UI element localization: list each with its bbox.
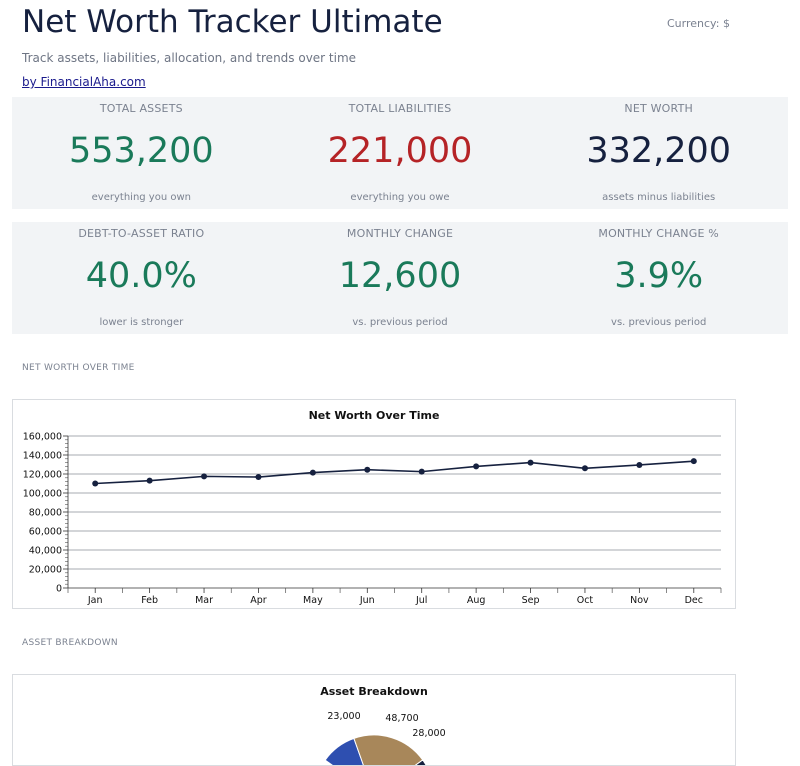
card-total-liabilities: TOTAL LIABILITIES 221,000 everything you… [271,97,530,209]
y-tick-label: 40,000 [29,546,62,557]
pie-slice-label: 28,000 [412,728,445,739]
series-line [95,460,694,485]
card-value: 40.0% [85,256,197,296]
card-label: TOTAL ASSETS [99,102,183,115]
card-note: lower is stronger [99,317,184,328]
card-label: DEBT-TO-ASSET RATIO [78,227,205,240]
x-tick-label: Nov [630,595,649,606]
card-note: vs. previous period [352,317,448,328]
page-subtitle: Track assets, liabilities, allocation, a… [22,51,357,65]
data-point [527,459,534,466]
y-tick-label: 60,000 [29,527,62,538]
data-point [636,461,643,468]
asset-breakdown-chart: Asset Breakdown 23,000 48,700 28,000 [12,674,736,766]
x-tick-label: Apr [250,595,267,606]
data-point [146,477,153,484]
pie-slice-label: 48,700 [385,713,418,724]
card-monthly-change-pct: MONTHLY CHANGE % 3.9% vs. previous perio… [529,222,788,334]
pie-chart-svg: 23,000 48,700 28,000 [324,711,446,765]
x-tick-label: Oct [577,595,594,606]
chart-title: Asset Breakdown [320,685,428,698]
pie-slice [353,734,424,765]
card-value: 221,000 [327,131,473,171]
section-label-asset-breakdown: ASSET BREAKDOWN [22,638,118,648]
card-label: MONTHLY CHANGE % [598,227,719,240]
y-tick-label: 20,000 [29,565,62,576]
card-label: TOTAL LIABILITIES [348,102,452,115]
summary-row-totals: TOTAL ASSETS 553,200 everything you own … [12,97,788,209]
y-tick-label: 140,000 [23,451,62,462]
card-net-worth: NET WORTH 332,200 assets minus liabiliti… [529,97,788,209]
data-point [201,473,208,480]
y-tick-label: 160,000 [23,432,62,443]
data-point [581,465,588,472]
card-value: 332,200 [586,131,732,171]
y-tick-label: 120,000 [23,470,62,481]
net-worth-chart: Net Worth Over Time 0 20,000 40,000 60,000 8… [12,399,736,609]
card-value: 553,200 [68,131,214,171]
y-tick-label: 80,000 [29,508,62,519]
x-tick-label: Jun [359,595,375,606]
card-monthly-change: MONTHLY CHANGE 12,600 vs. previous perio… [271,222,530,334]
x-tick-label: Jul [415,595,427,606]
data-point [418,468,425,475]
card-total-assets: TOTAL ASSETS 553,200 everything you own [12,97,271,209]
y-tick-label: 100,000 [23,489,62,500]
card-note: everything you owe [350,192,450,203]
x-tick-label: Feb [141,595,158,606]
card-note: everything you own [91,192,191,203]
y-tick-label: 0 [56,584,62,595]
data-point [255,474,262,481]
card-label: MONTHLY CHANGE [346,227,454,240]
data-point [364,466,371,473]
x-tick-label: Jan [87,595,103,606]
x-tick-label: May [303,595,323,606]
data-point [309,469,316,476]
data-point [92,480,99,487]
card-note: assets minus liabilities [602,192,716,203]
card-value: 3.9% [614,256,704,296]
section-label-net-worth: NET WORTH OVER TIME [22,363,135,373]
card-value: 12,600 [338,256,462,296]
byline-link[interactable]: by FinancialAha.com [22,75,146,89]
pie-slice-label: 23,000 [327,711,360,722]
x-tick-label: Sep [522,595,540,606]
card-debt-to-asset: DEBT-TO-ASSET RATIO 40.0% lower is stron… [12,222,271,334]
card-note: vs. previous period [611,317,707,328]
summary-row-ratios: DEBT-TO-ASSET RATIO 40.0% lower is stron… [12,222,788,334]
x-tick-label: Dec [685,595,703,606]
x-tick-label: Mar [195,595,213,606]
x-tick-label: Aug [467,595,486,606]
page-title: Net Worth Tracker Ultimate [22,4,443,40]
data-point [690,458,697,465]
card-label: NET WORTH [624,102,693,115]
chart-title: Net Worth Over Time [308,409,440,422]
line-chart-svg: 0 20,000 40,000 60,000 80,000 100,000 120,000 1… [23,432,722,606]
data-point [473,463,480,470]
currency-indicator: Currency: $ [667,17,730,30]
